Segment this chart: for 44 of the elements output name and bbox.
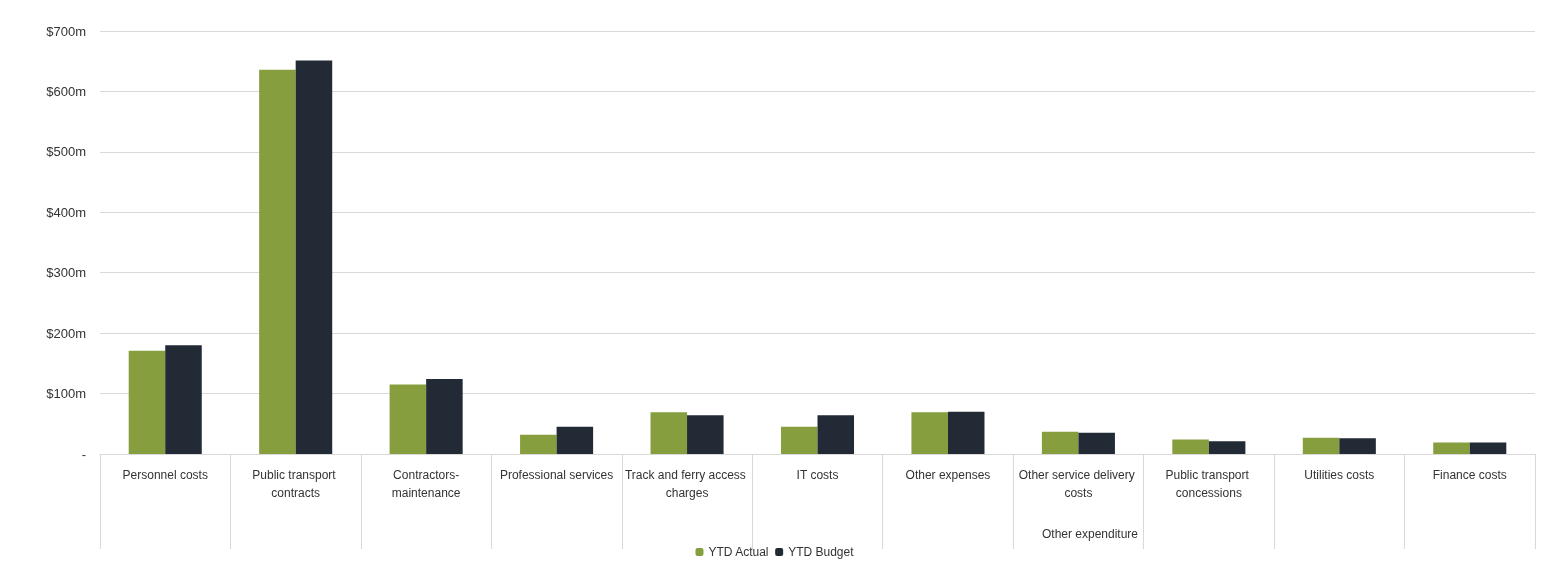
bar <box>1302 437 1340 454</box>
y-tick-label: - <box>81 446 86 462</box>
bar <box>1172 439 1209 454</box>
bar <box>687 415 724 454</box>
bar <box>650 412 688 454</box>
bar <box>780 426 818 454</box>
bar <box>165 345 202 454</box>
x-tick-label: Contractors-maintenance <box>391 468 461 500</box>
y-tick-label: $300m <box>46 265 86 281</box>
x-tick-label: Professional services <box>499 468 614 482</box>
bar <box>947 411 985 454</box>
x-tick-label: IT costs <box>796 468 839 482</box>
x-tick-label: Public transport contracts <box>252 468 340 500</box>
y-tick-label: $500m <box>46 144 86 160</box>
bar <box>389 384 427 454</box>
bar <box>911 412 948 454</box>
bar <box>426 379 463 454</box>
bar <box>817 415 855 454</box>
bar <box>1339 438 1376 454</box>
x-tick-label: Utilities costs <box>1304 468 1375 482</box>
bar <box>1078 432 1115 454</box>
y-tick-label: $700m <box>46 23 86 39</box>
x-tick-label: Personnel costs <box>122 468 208 482</box>
x-tick-label: Other expenses <box>905 468 991 482</box>
legend-label: YTD Actual <box>708 545 769 559</box>
bar <box>1041 431 1079 454</box>
x-tick-label: Track and ferry access charges <box>624 468 750 500</box>
legend-label: YTD Budget <box>788 545 855 559</box>
bar <box>1208 441 1246 454</box>
x-tick-label: Public transport concessions <box>1165 468 1253 500</box>
y-tick-label: $200m <box>46 325 86 341</box>
bar <box>520 434 557 454</box>
bar <box>1469 442 1507 454</box>
text: Other expenditure <box>1041 527 1139 541</box>
bar <box>556 426 594 454</box>
x-tick-label: Finance costs <box>1432 468 1507 482</box>
bar <box>1433 442 1470 454</box>
bar <box>128 350 166 454</box>
y-tick-label: $600m <box>46 83 86 99</box>
bar <box>295 60 333 454</box>
bar <box>259 69 296 454</box>
y-tick-label: $400m <box>46 204 86 220</box>
x-tick-label: Other service delivery costs <box>1018 468 1139 500</box>
y-tick-label: $100m <box>46 386 86 402</box>
